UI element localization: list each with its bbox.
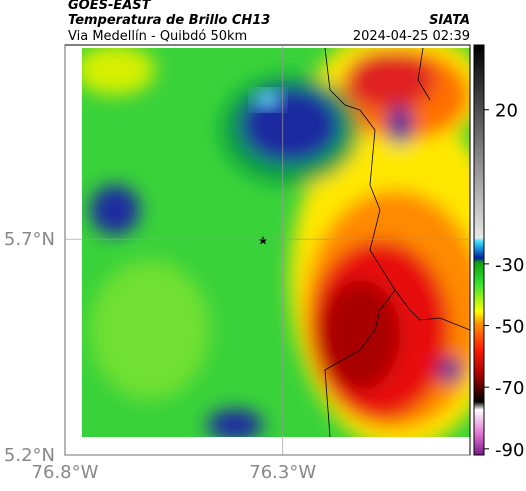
x-tick-label: 76.3°W — [249, 462, 316, 483]
title: GOES-EAST — [68, 0, 152, 13]
timestamp: 2024-04-25 02:39 — [353, 29, 470, 44]
route: Via Medellín - Quibdó 50km — [68, 29, 247, 44]
location-star: ★ — [258, 234, 269, 248]
colorbar-tick-label: 20 — [495, 101, 518, 122]
colorbar-tick-label: -30 — [495, 255, 524, 276]
brightness-field — [82, 48, 470, 437]
colorbar — [473, 44, 485, 456]
colorbar-tick-label: -50 — [495, 317, 524, 338]
source: SIATA — [429, 13, 470, 28]
subtitle: Temperatura de Brillo CH13 — [68, 13, 270, 28]
y-tick-label: 5.7°N — [4, 229, 55, 250]
x-tick-label: 76.8°W — [32, 462, 99, 483]
colorbar-tick-label: -70 — [495, 378, 524, 399]
y-tick-label: 5.2°N — [4, 445, 55, 466]
colorbar-tick-label: -90 — [495, 440, 524, 461]
